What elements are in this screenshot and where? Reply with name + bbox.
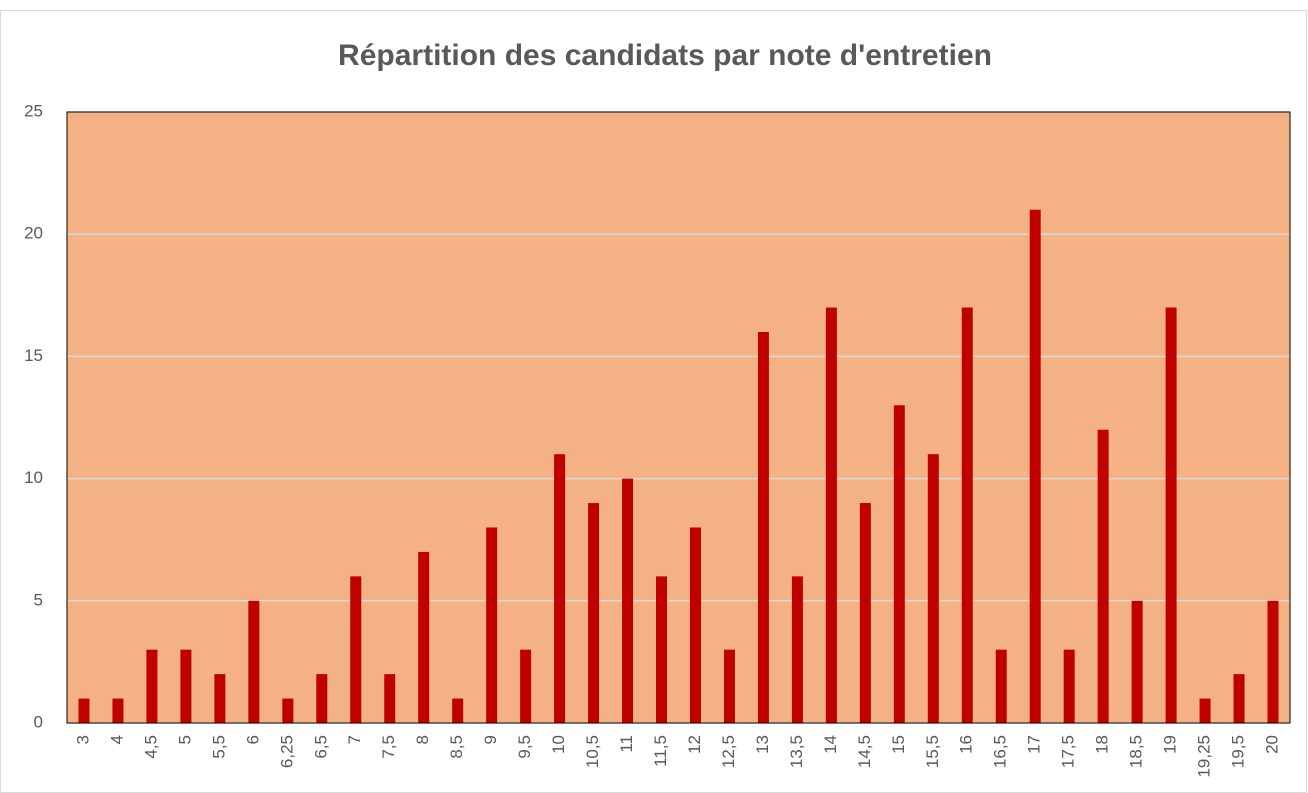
bar (214, 674, 226, 723)
x-tick-label: 6 (243, 735, 262, 744)
bar (1165, 307, 1177, 723)
bar (588, 503, 600, 723)
x-tick-label: 15 (889, 735, 908, 754)
x-tick-label: 8 (413, 735, 432, 744)
x-tick-label: 16 (957, 735, 976, 754)
bar (350, 576, 362, 723)
bar (384, 674, 396, 723)
bar (554, 454, 566, 723)
plot-area (67, 112, 1290, 723)
x-tick-label: 12 (685, 735, 704, 754)
x-tick-label: 5 (175, 735, 194, 744)
bar (622, 478, 634, 723)
x-tick-label: 17 (1025, 735, 1044, 754)
bar (180, 649, 192, 723)
y-tick-label: 10 (24, 468, 43, 487)
chart-title: Répartition des candidats par note d'ent… (338, 39, 992, 72)
bar (520, 649, 532, 723)
x-tick-label: 18 (1093, 735, 1112, 754)
x-tick-label: 12,5 (719, 735, 738, 768)
x-tick-label: 10,5 (583, 735, 602, 768)
bar (452, 698, 464, 723)
y-tick-label: 20 (24, 224, 43, 243)
x-tick-label: 19,25 (1195, 735, 1214, 778)
y-tick-label: 0 (34, 712, 43, 731)
bar (78, 698, 90, 723)
x-tick-label: 14 (821, 735, 840, 754)
x-tick-label: 13,5 (787, 735, 806, 768)
x-tick-label: 6,5 (311, 735, 330, 759)
x-tick-label: 20 (1262, 735, 1281, 754)
bar (1063, 649, 1075, 723)
bar (791, 576, 803, 723)
y-tick-label: 25 (24, 101, 43, 120)
x-tick-label: 9,5 (515, 735, 534, 759)
bar (282, 698, 294, 723)
x-tick-label: 17,5 (1059, 735, 1078, 768)
bar (961, 307, 973, 723)
bar (418, 551, 430, 723)
x-tick-label: 11,5 (651, 735, 670, 767)
y-tick-label: 15 (24, 346, 43, 365)
x-tick-label: 16,5 (991, 735, 1010, 768)
bar (112, 698, 124, 723)
bar (723, 649, 735, 723)
x-tick-label: 11 (617, 735, 636, 753)
bar (1029, 209, 1041, 723)
bar (1199, 698, 1211, 723)
x-tick-label: 5,5 (209, 735, 228, 759)
x-tick-label: 8,5 (447, 735, 466, 759)
bar (689, 527, 701, 723)
bar (927, 454, 939, 723)
x-tick-label: 19,5 (1229, 735, 1248, 768)
x-tick-label: 7 (345, 735, 364, 744)
x-tick-label: 18,5 (1127, 735, 1146, 768)
x-tick-label: 19 (1161, 735, 1180, 754)
x-tick-label: 6,25 (277, 735, 296, 768)
bar (1097, 429, 1109, 723)
bar (316, 674, 328, 723)
x-tick-label: 14,5 (855, 735, 874, 768)
x-tick-label: 7,5 (379, 735, 398, 759)
bar (656, 576, 668, 723)
y-tick-label: 5 (34, 590, 43, 609)
bar (893, 405, 905, 723)
x-tick-label: 9 (481, 735, 500, 744)
x-tick-label: 3 (73, 735, 92, 744)
bar (859, 503, 871, 723)
x-tick-label: 13 (753, 735, 772, 754)
bar (146, 649, 158, 723)
bar (1267, 600, 1279, 723)
bar (486, 527, 498, 723)
x-tick-label: 4 (107, 735, 126, 744)
bar (757, 331, 769, 723)
bar (248, 600, 260, 723)
bar (1233, 674, 1245, 723)
plot-border (66, 111, 1291, 724)
bar (1131, 600, 1143, 723)
x-tick-label: 15,5 (923, 735, 942, 768)
bar (825, 307, 837, 723)
x-tick-label: 4,5 (141, 735, 160, 759)
x-tick-label: 10 (549, 735, 568, 754)
bar (995, 649, 1007, 723)
